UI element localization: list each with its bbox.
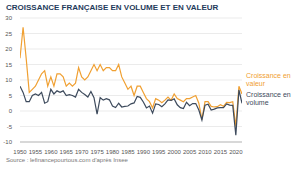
html-text:Croissance en valeur: Croissance en valeur (246, 72, 291, 87)
svg-text:2010: 2010 (198, 149, 212, 154)
svg-text:30: 30 (8, 15, 13, 21)
svg-text:1975: 1975 (90, 149, 104, 154)
svg-text:2005: 2005 (183, 149, 197, 154)
svg-text:10: 10 (8, 77, 13, 83)
html-text:CROISSANCE FRANÇAISE EN VOLUME: CROISSANCE FRANÇAISE EN VOLUME ET EN VAL… (6, 3, 219, 12)
svg-text:1995: 1995 (152, 149, 166, 154)
svg-text:1950: 1950 (13, 149, 27, 154)
svg-text:1965: 1965 (60, 149, 74, 154)
svg-text:1955: 1955 (29, 149, 43, 154)
html-text:Croissance en volume: Croissance en volume (246, 91, 291, 106)
svg-text:5: 5 (9, 93, 13, 99)
svg-text:15: 15 (8, 62, 13, 68)
svg-text:25: 25 (8, 31, 13, 37)
svg-text:1980: 1980 (106, 149, 120, 154)
svg-text:0: 0 (9, 108, 13, 114)
svg-text:2000: 2000 (167, 149, 181, 154)
svg-text:-5: -5 (8, 124, 13, 130)
svg-text:1960: 1960 (44, 149, 58, 154)
html-text:Source : lefinancepourtous.com: Source : lefinancepourtous.com d'après I… (6, 157, 128, 163)
svg-text:1985: 1985 (121, 149, 135, 154)
svg-text:1990: 1990 (137, 149, 151, 154)
svg-text:2015: 2015 (214, 149, 228, 154)
svg-text:2020: 2020 (229, 149, 243, 154)
svg-text:20: 20 (8, 46, 13, 52)
svg-text:-10: -10 (8, 139, 13, 145)
svg-text:1970: 1970 (75, 149, 89, 154)
